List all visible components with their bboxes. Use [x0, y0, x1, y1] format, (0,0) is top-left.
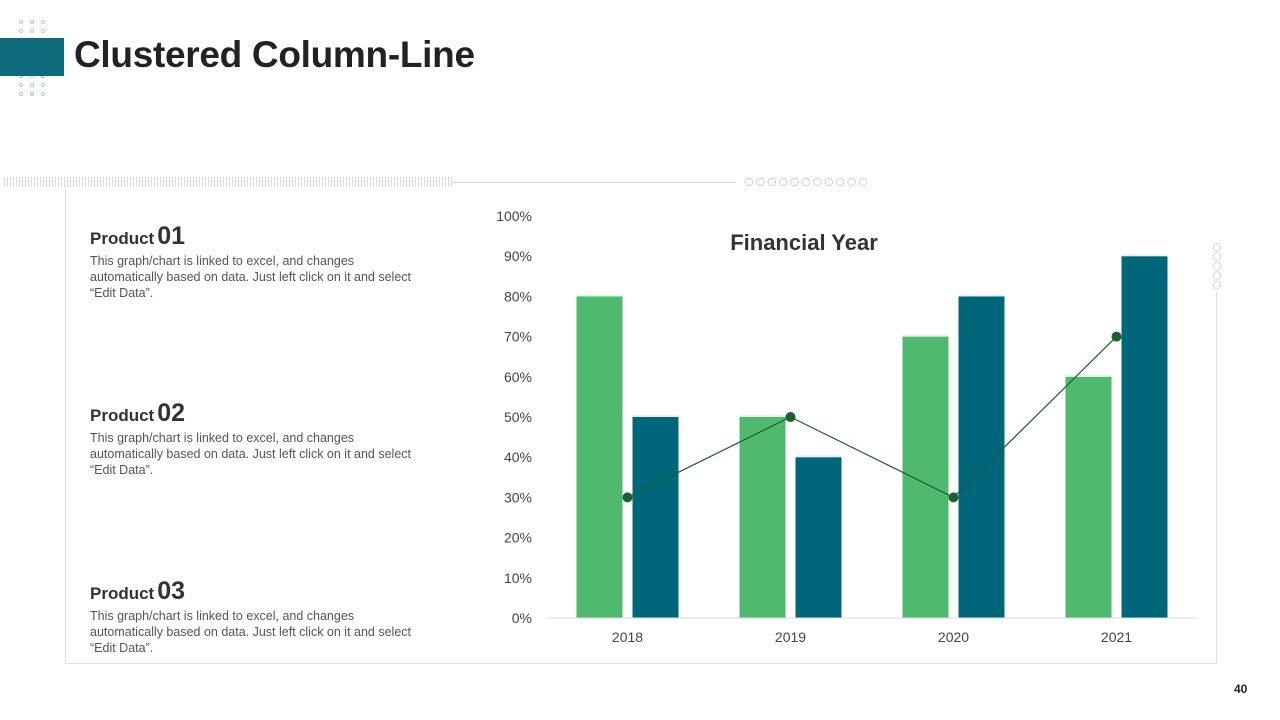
product-label: Product	[90, 406, 155, 425]
circle-row-decoration	[744, 177, 868, 187]
product-label: Product	[90, 229, 155, 248]
bar-cap	[632, 415, 679, 417]
line-point-2019	[785, 412, 796, 422]
line-point-2021	[1111, 331, 1122, 342]
y-axis-ticks: 0% 10% 20% 30% 40% 50% 60% 70% 80% 90% 100%	[496, 208, 532, 626]
y-tick-label: 40%	[504, 449, 532, 465]
line-series	[622, 331, 1122, 503]
y-tick-label: 80%	[504, 288, 532, 304]
bar-cap	[902, 334, 949, 337]
bar-2021-series-1	[1065, 376, 1112, 618]
content-frame-right	[1216, 292, 1217, 664]
line-point-2020	[948, 492, 959, 503]
chart-title: Financial Year	[730, 230, 878, 255]
bar-2020-series-1	[902, 336, 949, 618]
bar-cap	[958, 294, 1005, 297]
title-accent-bar	[0, 38, 64, 76]
separator-line	[452, 182, 736, 183]
page-title: Clustered Column-Line	[74, 34, 475, 75]
bar-cap	[576, 294, 623, 297]
bar-series	[576, 254, 1168, 618]
product-block-03: Product 03 This graph/chart is linked to …	[90, 579, 430, 656]
y-tick-label: 100%	[496, 208, 532, 224]
product-block-01: Product 01 This graph/chart is linked to …	[90, 224, 430, 301]
product-number: 03	[157, 577, 186, 605]
y-tick-label: 20%	[504, 530, 532, 546]
content-frame-bottom	[65, 663, 1217, 664]
product-description: This graph/chart is linked to excel, and…	[90, 254, 412, 300]
y-tick-label: 70%	[504, 329, 532, 345]
product-heading: Product 03	[90, 579, 430, 604]
product-description: This graph/chart is linked to excel, and…	[90, 609, 412, 655]
product-label: Product	[90, 584, 155, 603]
product-heading: Product 02	[90, 401, 430, 426]
page-number: 40	[1234, 682, 1248, 696]
product-number: 01	[157, 222, 186, 250]
x-tick-label: 2021	[1101, 629, 1132, 645]
bar-2019-series-2	[795, 457, 842, 618]
line-series-path	[627, 336, 1117, 499]
product-number: 02	[157, 399, 186, 427]
y-tick-label: 10%	[504, 570, 532, 586]
circle-column-decoration	[1212, 242, 1222, 290]
x-tick-label: 2019	[775, 629, 806, 645]
bar-cap	[1065, 374, 1112, 377]
y-tick-label: 50%	[504, 409, 532, 425]
line-point-2018	[622, 492, 633, 503]
bar-2018-series-1	[576, 296, 623, 618]
content-frame-left	[65, 186, 66, 664]
bar-2018-series-2	[632, 417, 679, 618]
tick-line-decoration	[4, 177, 452, 187]
product-description: This graph/chart is linked to excel, and…	[90, 431, 412, 477]
bar-cap	[739, 415, 786, 417]
bar-2021-series-2	[1121, 256, 1168, 618]
y-tick-label: 0%	[512, 610, 532, 626]
y-tick-label: 60%	[504, 369, 532, 385]
x-axis-ticks: 2018 2019 2020 2021	[612, 629, 1132, 645]
bar-cap	[795, 455, 842, 458]
product-block-02: Product 02 This graph/chart is linked to …	[90, 401, 430, 478]
x-tick-label: 2020	[938, 629, 969, 645]
x-tick-label: 2018	[612, 629, 643, 645]
bar-2019-series-1	[739, 417, 786, 618]
bar-cap	[1121, 254, 1168, 257]
bar-2020-series-2	[958, 296, 1005, 618]
y-tick-label: 30%	[504, 489, 532, 505]
y-tick-label: 90%	[504, 248, 532, 264]
product-heading: Product 01	[90, 224, 430, 249]
